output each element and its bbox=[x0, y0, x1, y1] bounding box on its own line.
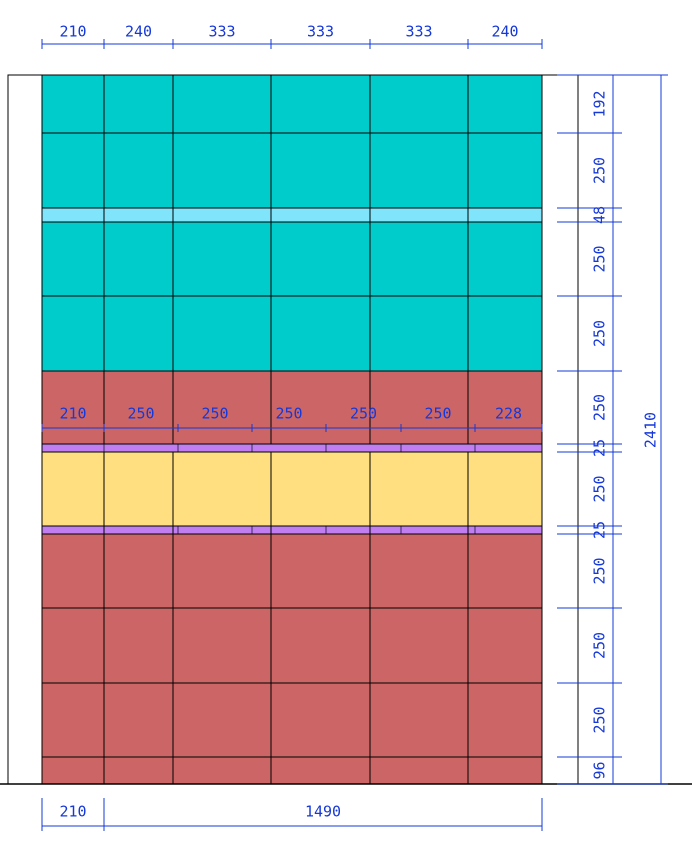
bottom-dimension-label: 1490 bbox=[305, 803, 341, 821]
right-dimension-label: 250 bbox=[591, 475, 609, 502]
right-dimension-label: 250 bbox=[591, 394, 609, 421]
right-wall-section bbox=[541, 74, 579, 785]
right-dimension-label: 25 bbox=[591, 521, 609, 539]
top-dimension-label: 333 bbox=[307, 23, 334, 41]
left-wall-section bbox=[7, 74, 43, 785]
total-height-label: 2410 bbox=[642, 412, 660, 448]
top-dimension-label: 333 bbox=[208, 23, 235, 41]
light-blue-band bbox=[42, 208, 542, 222]
right-dimension-label: 250 bbox=[591, 320, 609, 347]
right-dimension-label: 250 bbox=[591, 157, 609, 184]
mid-dimension-label: 210 bbox=[59, 405, 86, 423]
top-dimension-label: 210 bbox=[59, 23, 86, 41]
right-dimension-label: 192 bbox=[591, 90, 609, 117]
teal-tile-zone bbox=[42, 75, 542, 208]
right-dimension-label: 250 bbox=[591, 632, 609, 659]
right-dimension-label: 25 bbox=[591, 439, 609, 457]
dimension-lines bbox=[41, 39, 668, 831]
yellow-band bbox=[42, 452, 542, 526]
right-dimension-label: 250 bbox=[591, 557, 609, 584]
top-dimension-label: 240 bbox=[125, 23, 152, 41]
mid-dimension-label: 250 bbox=[275, 405, 302, 423]
purple-strip bbox=[42, 444, 542, 452]
top-dimension-label: 240 bbox=[491, 23, 518, 41]
red-tile-zone bbox=[42, 534, 542, 784]
dimension-labels: 210 240 333 333 333 240 210 250 250 250 250 250 228 2… bbox=[59, 23, 659, 821]
right-dimension-label: 48 bbox=[591, 206, 609, 224]
mid-dimension-label: 250 bbox=[127, 405, 154, 423]
mid-dimension-label: 228 bbox=[495, 405, 522, 423]
top-dimension-label: 333 bbox=[405, 23, 432, 41]
mid-dimension-label: 250 bbox=[350, 405, 377, 423]
right-dimension-label: 250 bbox=[591, 706, 609, 733]
purple-strip bbox=[42, 526, 542, 534]
mid-dimension-label: 250 bbox=[424, 405, 451, 423]
right-dimension-label: 250 bbox=[591, 245, 609, 272]
bottom-dimension-label: 210 bbox=[59, 803, 86, 821]
tile-fills bbox=[42, 75, 542, 784]
right-dimension-label: 96 bbox=[591, 761, 609, 779]
mid-dimension-label: 250 bbox=[201, 405, 228, 423]
red-tile-zone bbox=[42, 371, 542, 444]
